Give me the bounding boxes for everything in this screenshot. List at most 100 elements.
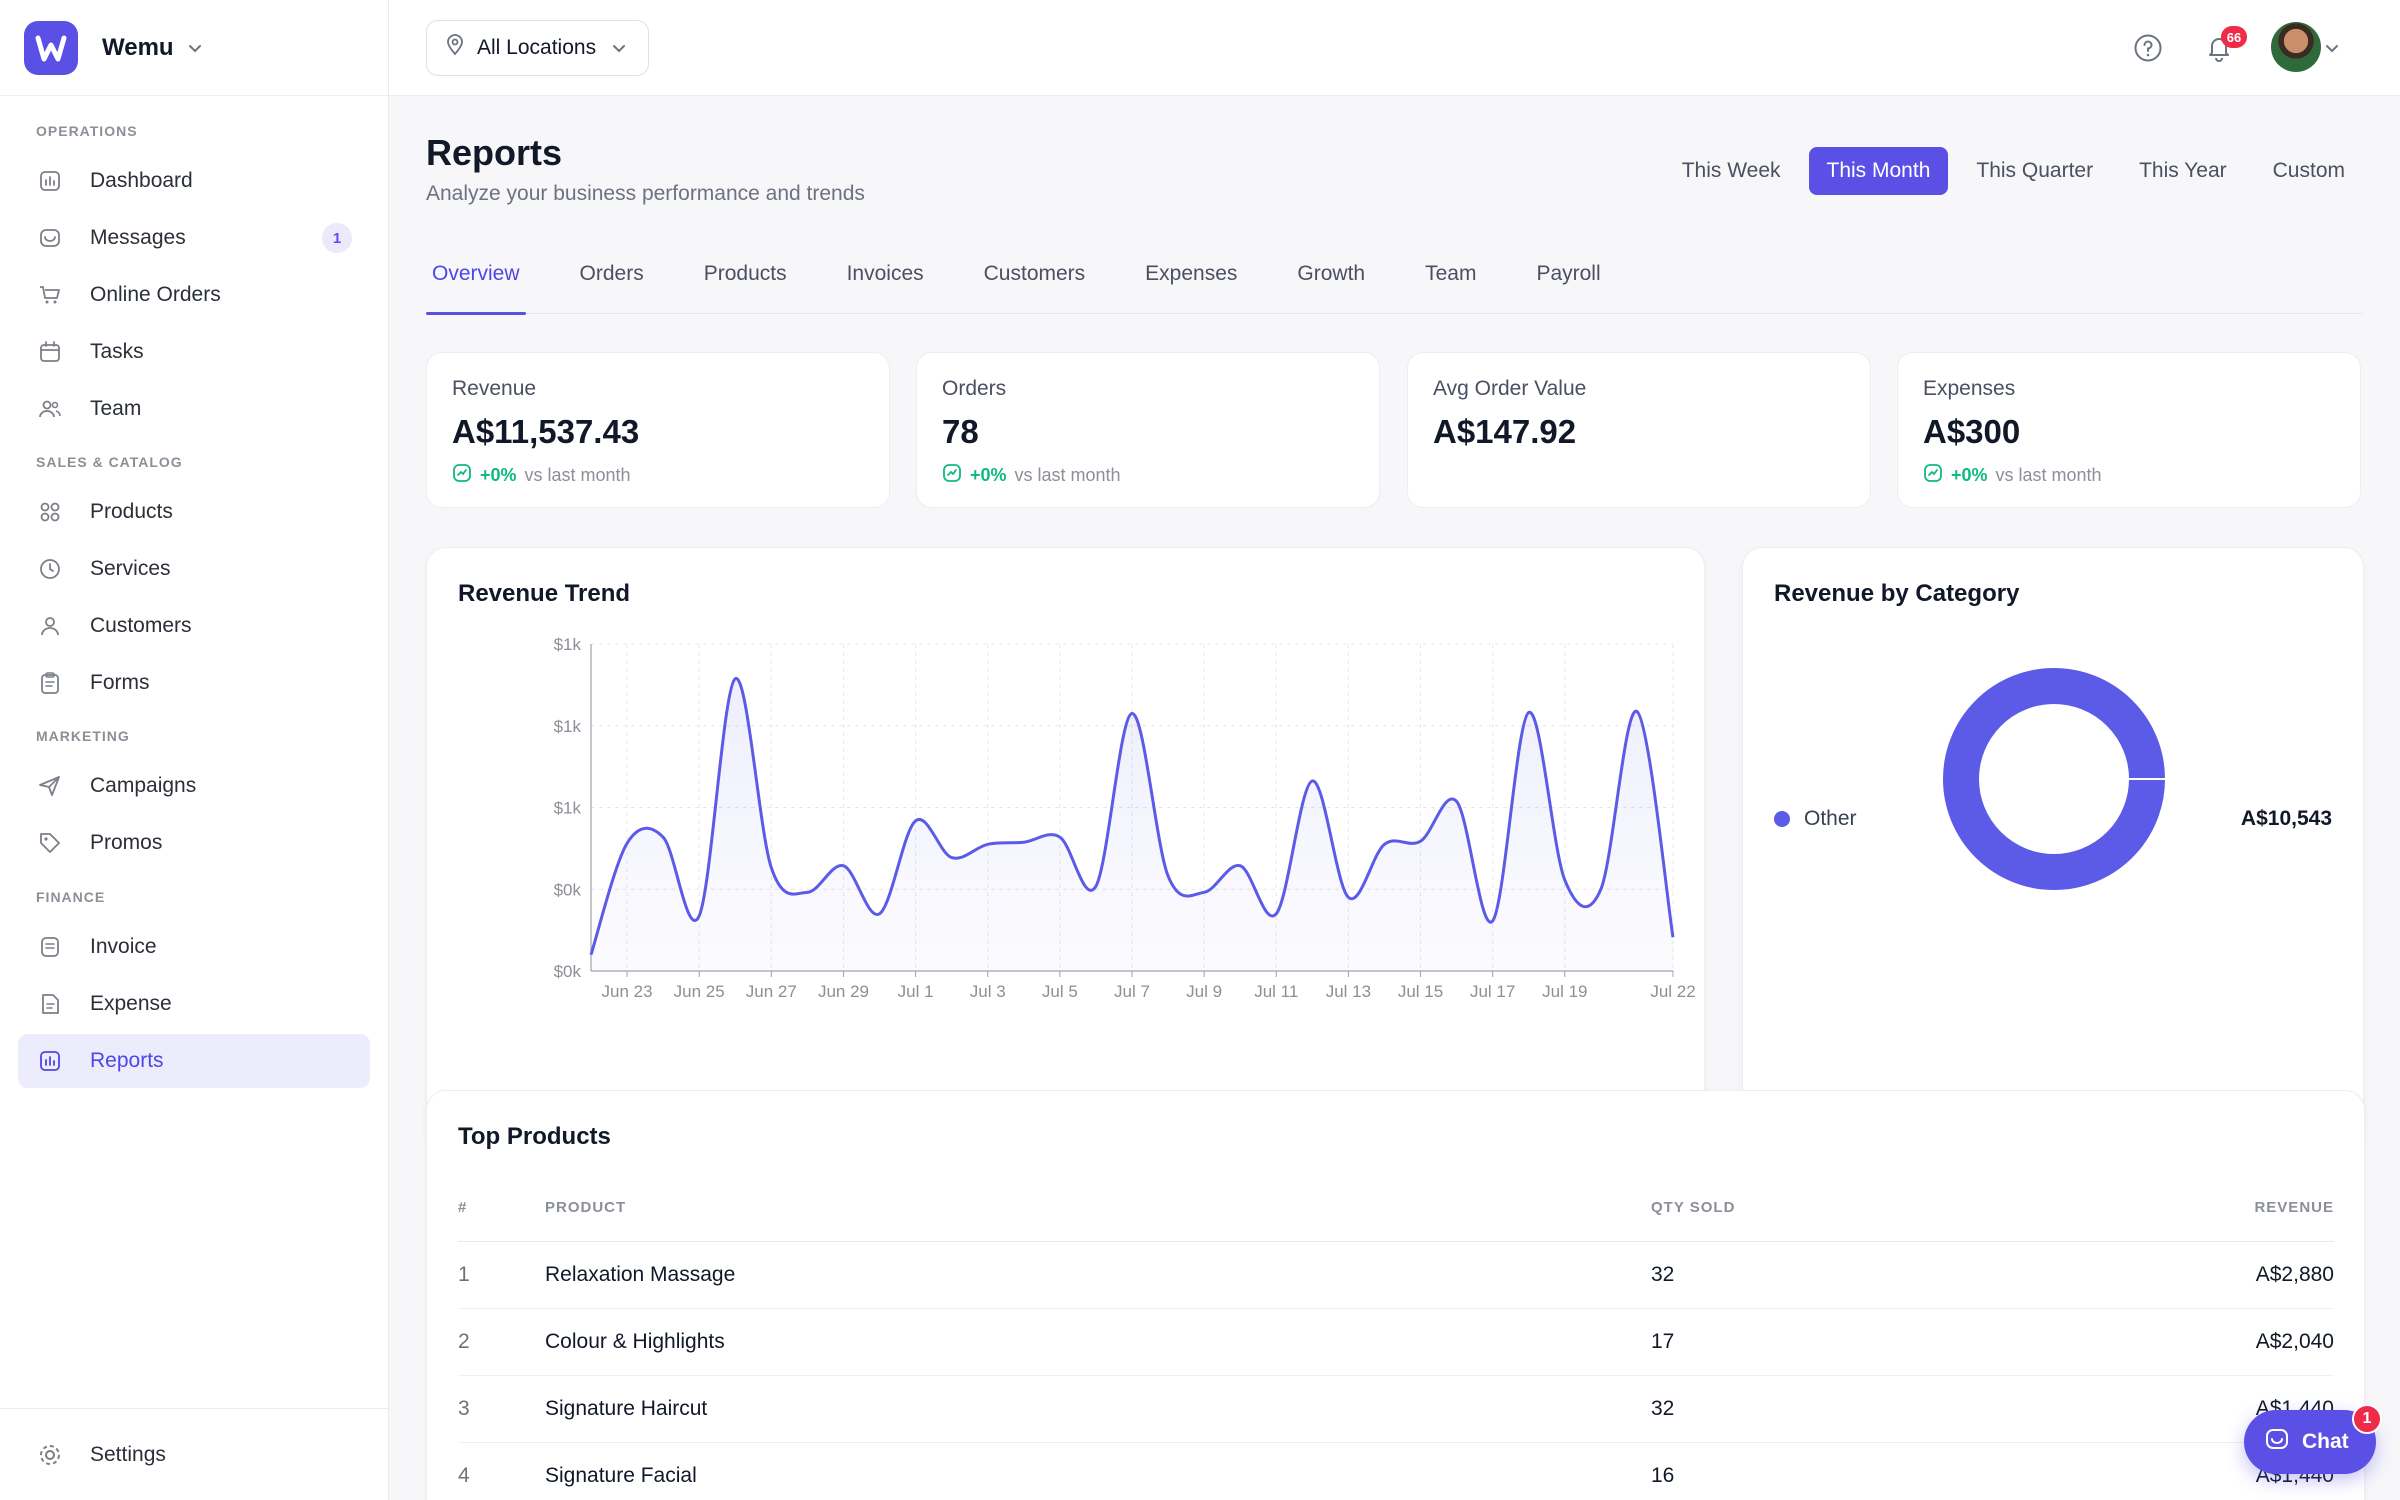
- tab-invoices[interactable]: Invoices: [846, 262, 924, 285]
- qty-sold-cell: 32: [1651, 1375, 2051, 1443]
- grid-icon: [36, 498, 64, 526]
- table-header-row: # PRODUCT QTY SOLD REVENUE: [458, 1175, 2334, 1242]
- table-row[interactable]: 3 Signature Haircut 32 A$1,440: [458, 1375, 2334, 1443]
- tab-expenses[interactable]: Expenses: [1145, 262, 1238, 285]
- period-this-quarter[interactable]: This Quarter: [1976, 159, 2094, 182]
- stat-delta-value: +0%: [1951, 465, 1988, 485]
- sidebar-item-settings[interactable]: Settings: [18, 1428, 370, 1482]
- brand-logo-icon: [24, 20, 78, 75]
- tab-overview[interactable]: Overview: [426, 242, 526, 315]
- unread-badge: 1: [322, 223, 352, 253]
- card-title: Top Products: [458, 1123, 611, 1150]
- stat-delta: +0% vs last month: [452, 463, 631, 488]
- sidebar-item-label: Forms: [90, 671, 150, 694]
- tab-team[interactable]: Team: [1425, 262, 1477, 285]
- top-bar: All Locations 66: [389, 0, 2400, 96]
- sidebar-item-campaigns[interactable]: Campaigns: [18, 759, 370, 813]
- tab-orders[interactable]: Orders: [579, 262, 644, 285]
- period-this-week[interactable]: This Week: [1681, 159, 1781, 182]
- trend-up-icon: [452, 463, 472, 488]
- stat-card-avg-order-value: Avg Order Value A$147.92: [1407, 352, 1871, 508]
- stat-delta-compare: vs last month: [1995, 465, 2102, 485]
- help-icon[interactable]: [2130, 30, 2166, 66]
- sidebar-item-online-orders[interactable]: Online Orders: [18, 268, 370, 322]
- table-row[interactable]: 2 Colour & Highlights 17 A$2,040: [458, 1308, 2334, 1376]
- revenue-line: [589, 677, 1675, 956]
- nav-section-heading: MARKETING: [36, 728, 130, 744]
- users-icon: [36, 395, 64, 423]
- table-row[interactable]: 4 Signature Facial 16 A$1,440: [458, 1442, 2334, 1500]
- sidebar-item-label: Invoice: [90, 935, 157, 958]
- chart-icon: [36, 1047, 64, 1075]
- stat-delta: +0% vs last month: [942, 463, 1121, 488]
- location-selector[interactable]: All Locations: [426, 20, 649, 76]
- chevron-down-icon[interactable]: [2322, 38, 2342, 58]
- avatar[interactable]: [2271, 22, 2321, 72]
- revenue-trend-chart: $0k $0k $1k $1k $1k Jun 23 Jun 25 Jun 27 Jun 29 J…: [554, 635, 1696, 1001]
- sidebar-item-dashboard[interactable]: Dashboard: [18, 154, 370, 208]
- period-this-month[interactable]: This Month: [1808, 147, 1949, 195]
- sidebar-item-team[interactable]: Team: [18, 382, 370, 436]
- cart-icon: [36, 281, 64, 309]
- sidebar-item-expense[interactable]: Expense: [18, 977, 370, 1031]
- x-tick-label: Jul 13: [1326, 982, 1371, 1001]
- send-icon: [36, 772, 64, 800]
- revenue-by-category-card: Revenue by Category Other A$10,543: [1742, 547, 2364, 1149]
- receipt-icon: [36, 933, 64, 961]
- stat-delta-value: +0%: [970, 465, 1007, 485]
- calendar-icon: [36, 338, 64, 366]
- sidebar-item-label: Expense: [90, 992, 172, 1015]
- x-tick-label: Jul 15: [1398, 982, 1443, 1001]
- sidebar-item-label: Messages: [90, 226, 186, 249]
- tab-growth[interactable]: Growth: [1297, 262, 1366, 285]
- tab-payroll[interactable]: Payroll: [1536, 262, 1601, 285]
- rank-cell: 1: [458, 1241, 545, 1309]
- x-tick-label: Jul 17: [1470, 982, 1515, 1001]
- sidebar-item-label: Tasks: [90, 340, 144, 363]
- product-name-cell: Signature Haircut: [545, 1375, 1651, 1443]
- y-tick-label: $0k: [554, 962, 582, 981]
- nav-section-heading: OPERATIONS: [36, 123, 138, 139]
- x-tick-label: Jul 19: [1542, 982, 1587, 1001]
- table-row[interactable]: 1 Relaxation Massage 32 A$2,880: [458, 1241, 2334, 1309]
- stat-delta-compare: vs last month: [524, 465, 631, 485]
- qty-sold-cell: 17: [1651, 1308, 2051, 1376]
- period-selector: This Week This Month This Quarter This Year…: [1654, 147, 2363, 195]
- x-tick-label: Jun 25: [674, 982, 725, 1001]
- tag-icon: [36, 829, 64, 857]
- sidebar-item-customers[interactable]: Customers: [18, 599, 370, 653]
- pie-slice-other[interactable]: [1943, 668, 2165, 890]
- report-tabs: Overview Orders Products Invoices Customers E…: [426, 242, 2363, 315]
- brand-switcher[interactable]: Wemu: [0, 0, 388, 96]
- main-content: Reports Analyze your business performanc…: [389, 96, 2400, 1500]
- sidebar-item-services[interactable]: Services: [18, 542, 370, 596]
- sidebar-item-forms[interactable]: Forms: [18, 656, 370, 710]
- x-tick-label: Jul 7: [1114, 982, 1150, 1001]
- clock-icon: [36, 555, 64, 583]
- sidebar-item-promos[interactable]: Promos: [18, 816, 370, 870]
- sidebar-item-invoice[interactable]: Invoice: [18, 920, 370, 974]
- sidebar-item-reports[interactable]: Reports: [18, 1034, 370, 1088]
- period-this-year[interactable]: This Year: [2139, 159, 2227, 182]
- stat-value: A$11,537.43: [452, 413, 640, 450]
- chat-unread-badge: 1: [2352, 1404, 2382, 1434]
- chat-icon: [2264, 1426, 2290, 1458]
- sidebar-item-label: Team: [90, 397, 142, 420]
- map-pin-icon: [445, 34, 465, 62]
- sidebar-footer: Settings: [0, 1408, 388, 1500]
- revenue-by-category-chart: [1943, 668, 2165, 890]
- tab-products[interactable]: Products: [703, 262, 787, 285]
- period-custom[interactable]: Custom: [2272, 159, 2345, 182]
- sidebar-item-products[interactable]: Products: [18, 485, 370, 539]
- tab-customers[interactable]: Customers: [983, 262, 1086, 285]
- chat-label: Chat: [2302, 1430, 2349, 1453]
- notification-bell-icon[interactable]: 66: [2201, 26, 2247, 66]
- brand-name: Wemu: [102, 33, 174, 61]
- sidebar-item-tasks[interactable]: Tasks: [18, 325, 370, 379]
- sidebar-item-label: Customers: [90, 614, 192, 637]
- sidebar-item-label: Dashboard: [90, 169, 193, 192]
- x-tick-label: Jun 23: [602, 982, 653, 1001]
- product-name-cell: Relaxation Massage: [545, 1241, 1651, 1309]
- y-tick-label: $1k: [554, 635, 582, 654]
- sidebar-item-messages[interactable]: Messages 1: [18, 211, 370, 265]
